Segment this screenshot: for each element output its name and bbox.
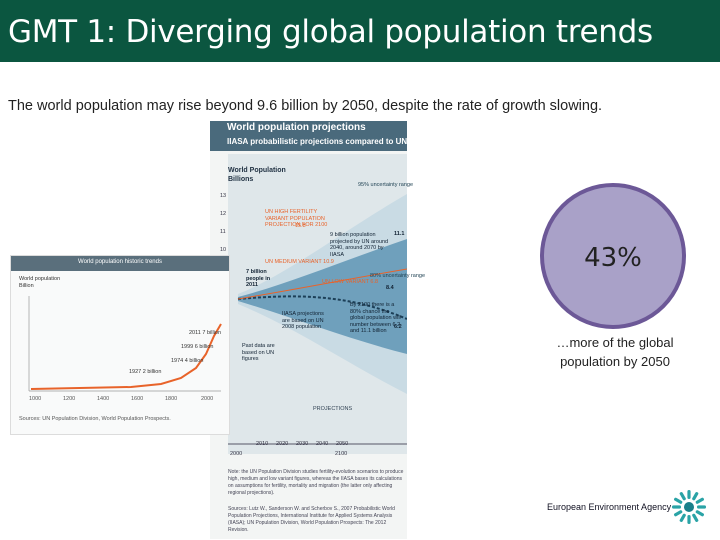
title-bar: GMT 1: Diverging global population trend… (0, 0, 720, 62)
historic-x-tick: 2000 (201, 396, 214, 402)
historic-population-curve (30, 323, 222, 390)
x-tick: 2030 (296, 441, 309, 447)
slide-title: GMT 1: Diverging global population trend… (8, 14, 653, 50)
seven-billion-label: 7 billion people in 2011 (246, 269, 271, 288)
historic-event: 1927 2 billion (129, 369, 162, 375)
historic-event: 1999 6 billion (181, 344, 214, 350)
population-infographic: World population projections IIASA proba… (210, 121, 453, 539)
callout-text: …more of the global population by 2050 (556, 335, 674, 369)
value-11-1: 11.1 (394, 231, 405, 237)
y-tick: 11 (220, 229, 226, 235)
infographic-header: World population projections IIASA proba… (210, 121, 453, 151)
eea-logo-icon (672, 490, 706, 524)
x-tick: 2040 (316, 441, 329, 447)
historic-x-tick: 1400 (97, 396, 110, 402)
median-projection-line (237, 295, 408, 320)
uncertainty-95-label: 95% uncertainty range (358, 182, 414, 188)
historic-x-tick: 1600 (131, 396, 144, 402)
infographic-subtitle: IIASA probabilistic projections compared… (227, 137, 453, 146)
y-tick: 12 (220, 211, 227, 217)
un-high-variant-label: UN HIGH FERTILITY VARIANT POPULATION PRO… (265, 209, 328, 228)
infographic-sources: Sources: Lutz W., Sanderson W. and Scher… (228, 506, 395, 533)
callout-percent: 43% (584, 243, 642, 273)
un-high-variant-value: 15.8 (295, 223, 306, 229)
historic-y-label: World population (19, 276, 61, 282)
historic-chart-header: World population historic trends (11, 256, 229, 271)
historic-chart-title: World population historic trends (78, 259, 162, 265)
projection-chart-panel (228, 154, 408, 454)
uncertainty-band-80 (238, 239, 407, 354)
value-6-2: 6.2 (394, 324, 402, 330)
by-2100-annotation: By 2100 there is a 80% chance the global… (350, 302, 401, 334)
historic-x-tick: 1000 (29, 396, 42, 402)
callout-circle (540, 183, 686, 329)
y-tick: 10 (220, 247, 227, 253)
value-8-4: 8.4 (386, 285, 394, 291)
historic-chart-plot (28, 296, 222, 392)
un-projection-line (237, 268, 408, 300)
x-tick: 2100 (335, 451, 348, 457)
x-tick: 2020 (276, 441, 289, 447)
un-low-variant-label: UN LOW VARIANT 6.8 (322, 279, 379, 285)
uncertainty-80-label: 80% uncertainty range (370, 273, 426, 279)
y-tick: 13 (220, 193, 227, 199)
infographic-note: Note: the UN Population Division studies… (228, 469, 404, 496)
historic-trends-chart: World population historic trends World p… (10, 255, 230, 435)
iiasa-based-label: IIASA projections are based on UN 2008 p… (282, 311, 324, 330)
historic-footnote: Sources: UN Population Division, World P… (19, 416, 171, 422)
historic-x-tick: 1200 (63, 396, 76, 402)
infographic-title: World population projections (227, 122, 366, 133)
un-medium-variant-label: UN MEDIUM VARIANT 10.9 (265, 259, 334, 265)
historic-x-tick: 1800 (165, 396, 178, 402)
historic-y-unit: Billion (19, 283, 34, 289)
x-tick: 2000 (230, 451, 243, 457)
y-axis-title: World Population Billions (228, 167, 286, 183)
historic-event: 1974 4 billion (171, 358, 204, 364)
slide-subtitle: The world population may rise beyond 9.6… (8, 98, 603, 114)
historic-event: 2011 7 billion (189, 330, 222, 336)
agency-name: European Environment Agency (547, 502, 672, 512)
projections-label: PROJECTIONS (313, 406, 353, 412)
projection-chart (228, 194, 408, 445)
nine-billion-annotation: 9 billion population projected by UN aro… (330, 232, 389, 258)
x-tick: 2050 (336, 441, 349, 447)
past-data-label: Past data are based on UN figures (242, 343, 275, 362)
x-tick: 2010 (256, 441, 269, 447)
